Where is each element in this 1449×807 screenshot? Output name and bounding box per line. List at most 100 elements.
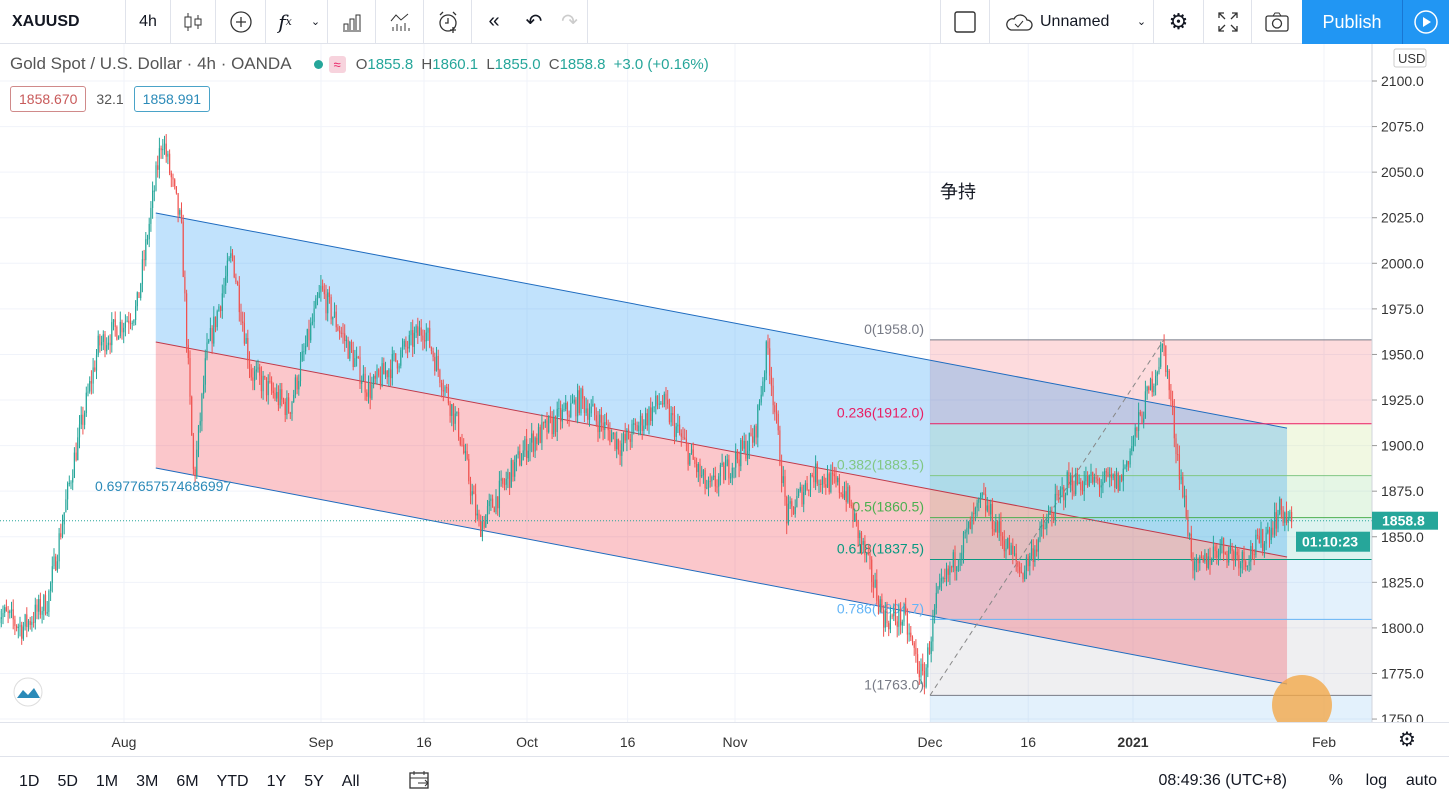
time-label: Nov: [722, 734, 748, 750]
candle-body: [371, 384, 373, 399]
candle-body: [1172, 400, 1174, 408]
range-1y[interactable]: 1Y: [266, 773, 287, 790]
candle-body: [500, 478, 502, 481]
candle-body: [588, 413, 591, 420]
candle-body: [306, 329, 308, 347]
candle-body: [536, 437, 538, 444]
candle-body: [498, 480, 501, 509]
candle-body: [435, 355, 438, 372]
candle-body: [541, 422, 543, 443]
candle-body: [660, 403, 662, 405]
candle-body: [692, 449, 694, 460]
candle-body: [577, 390, 579, 417]
candle-body: [413, 332, 416, 347]
publish-label: Publish: [1322, 11, 1382, 32]
candles-icon[interactable]: [171, 0, 216, 44]
candle-body: [854, 513, 856, 522]
candle-body: [77, 437, 79, 461]
rectangle-icon[interactable]: [940, 0, 990, 44]
candle-body: [1138, 412, 1140, 432]
candle-body: [1173, 407, 1175, 439]
layout-button[interactable]: Unnamed: [990, 0, 1130, 44]
candle-body: [922, 663, 924, 672]
range-3m[interactable]: 3M: [136, 773, 159, 790]
candle-body: [757, 405, 759, 438]
range-all[interactable]: All: [341, 773, 360, 790]
candle-body: [1121, 475, 1123, 481]
clock-time[interactable]: 08:49:36 (UTC+8): [1158, 772, 1287, 789]
candle-body: [979, 497, 982, 499]
candle-body: [344, 333, 346, 342]
play-icon[interactable]: [1402, 0, 1449, 44]
high-value: 1860.1: [432, 55, 479, 73]
range-1m[interactable]: 1M: [95, 773, 119, 790]
candle-body: [1117, 473, 1119, 491]
gear-icon[interactable]: ⚙: [1154, 0, 1204, 44]
candle-body: [1030, 548, 1033, 556]
alert-icon[interactable]: [424, 0, 472, 44]
layout-chevron-icon[interactable]: ⌄: [1130, 0, 1154, 44]
candle-body: [1008, 538, 1011, 556]
candle-body: [951, 566, 953, 568]
candle-body: [604, 422, 606, 430]
price-tick-label: 2050.0: [1381, 164, 1424, 180]
countdown-badge: [1296, 531, 1370, 552]
range-ytd[interactable]: YTD: [216, 773, 249, 790]
candle-body: [849, 486, 851, 506]
price-chart[interactable]: 0(1958.0) 0.236(1912.0) 0.382(1883.5) 0.5(1…: [0, 44, 1449, 722]
candle-body: [1100, 485, 1102, 488]
financials-icon[interactable]: [376, 0, 424, 44]
candle-body: [934, 608, 936, 616]
candle-body: [723, 463, 725, 480]
percent-toggle[interactable]: %: [1328, 772, 1343, 789]
candle-body: [915, 647, 917, 655]
calendar-icon[interactable]: [408, 770, 431, 795]
redo-icon[interactable]: ↷: [552, 0, 588, 44]
candle-body: [201, 393, 203, 422]
candle-body: [456, 411, 458, 414]
auto-toggle[interactable]: auto: [1405, 772, 1437, 789]
candle-body: [651, 407, 654, 421]
fib-trend-line: [929, 339, 1165, 696]
candle-body: [561, 409, 563, 422]
candle-body: [1129, 451, 1131, 465]
candle-body: [237, 281, 239, 286]
range-5y[interactable]: 5Y: [304, 773, 324, 790]
open-value: 1855.8: [367, 55, 414, 73]
candle-body: [136, 292, 138, 307]
templates-icon[interactable]: [328, 0, 376, 44]
camera-icon[interactable]: [1252, 0, 1302, 44]
publish-button[interactable]: Publish: [1302, 0, 1402, 44]
candle-body: [439, 370, 441, 383]
range-1d[interactable]: 1D: [19, 773, 40, 790]
replay-icon[interactable]: «: [488, 10, 500, 32]
symbol-search[interactable]: XAUUSD: [0, 0, 126, 44]
candle-body: [1058, 494, 1060, 496]
log-toggle[interactable]: log: [1365, 772, 1387, 789]
candle-body: [760, 394, 762, 403]
candle-body: [595, 415, 597, 422]
add-compare-icon[interactable]: [216, 0, 266, 44]
candle-body: [1088, 475, 1090, 486]
fullscreen-icon[interactable]: [1204, 0, 1252, 44]
interval-button[interactable]: 4h: [126, 0, 171, 44]
chevron-down-icon[interactable]: ⌄: [304, 0, 328, 44]
candle-body: [583, 398, 586, 413]
candle-body: [799, 487, 801, 491]
candle-body: [1126, 461, 1128, 467]
candle-body: [527, 450, 529, 459]
undo-icon[interactable]: ↶: [525, 11, 543, 33]
wave-icon[interactable]: ≈: [328, 55, 346, 73]
candle-body: [463, 444, 465, 454]
candle-body: [872, 581, 875, 588]
range-6m[interactable]: 6M: [176, 773, 199, 790]
layout-name: Unnamed: [1040, 12, 1110, 30]
candle-body: [245, 337, 247, 344]
settings-gear-icon[interactable]: ⚙: [1398, 729, 1416, 751]
candle-body: [148, 223, 150, 240]
range-5d[interactable]: 5D: [57, 773, 78, 790]
fib-level-label: 0.236(1912.0): [837, 405, 924, 421]
candle-body: [956, 566, 958, 572]
time-axis[interactable]: Aug Sep 16 Oct 16 Nov Dec 16 2021 Feb: [0, 722, 1449, 756]
